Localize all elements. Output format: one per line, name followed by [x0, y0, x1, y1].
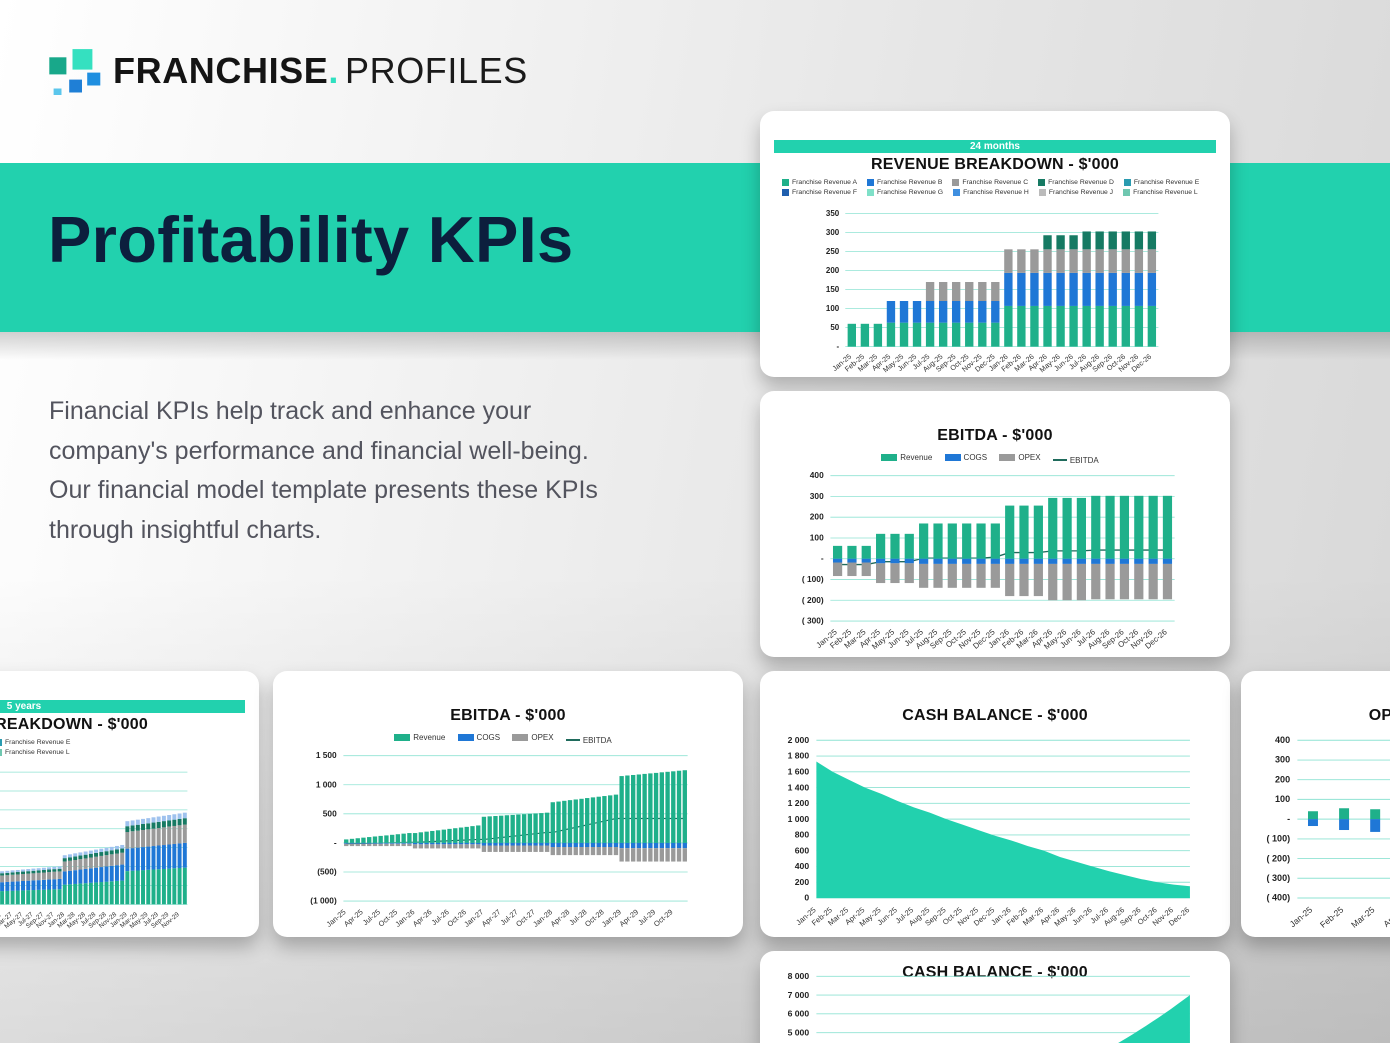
svg-text:300: 300 [810, 491, 824, 501]
svg-text:( 100): ( 100) [802, 574, 824, 584]
svg-text:200: 200 [795, 877, 810, 887]
svg-text:1 500: 1 500 [316, 750, 337, 760]
svg-text:1 000: 1 000 [316, 779, 337, 789]
svg-text:( 200): ( 200) [1266, 853, 1290, 863]
svg-text:-: - [837, 342, 840, 351]
svg-text:1 200: 1 200 [788, 798, 810, 808]
svg-text:100: 100 [1275, 794, 1290, 804]
svg-text:-: - [1287, 814, 1290, 824]
svg-text:-: - [334, 837, 337, 847]
svg-text:100: 100 [826, 304, 840, 313]
svg-text:Apr-29: Apr-29 [617, 907, 640, 928]
svg-text:Apr-26: Apr-26 [411, 907, 434, 928]
svg-text:Jan-28: Jan-28 [531, 907, 554, 928]
svg-text:200: 200 [1275, 774, 1290, 784]
svg-text:5 000: 5 000 [788, 1027, 810, 1037]
svg-text:(500): (500) [317, 867, 337, 877]
svg-text:350: 350 [826, 209, 840, 218]
svg-text:( 300): ( 300) [1266, 873, 1290, 883]
svg-text:400: 400 [1275, 735, 1290, 745]
svg-text:Apr-25: Apr-25 [342, 907, 365, 928]
svg-text:150: 150 [826, 285, 840, 294]
svg-text:( 100): ( 100) [1266, 834, 1290, 844]
svg-text:100: 100 [810, 533, 824, 543]
svg-text:200: 200 [826, 266, 840, 275]
svg-text:( 300): ( 300) [802, 616, 824, 626]
svg-text:Jan-27: Jan-27 [462, 907, 485, 928]
svg-text:-: - [821, 553, 824, 563]
svg-text:Apr-28: Apr-28 [549, 907, 572, 928]
svg-text:1 000: 1 000 [788, 814, 810, 824]
svg-text:Feb-25: Feb-25 [1318, 904, 1345, 929]
svg-text:1 600: 1 600 [788, 767, 810, 777]
svg-text:50: 50 [830, 323, 839, 332]
svg-text:( 400): ( 400) [1266, 893, 1290, 903]
svg-text:Jan-29: Jan-29 [600, 907, 623, 928]
svg-text:FRANCHISE.: FRANCHISE. [113, 50, 339, 91]
svg-text:Jan-25: Jan-25 [1288, 904, 1315, 929]
svg-text:(1 000): (1 000) [310, 896, 337, 906]
svg-text:Jan-25: Jan-25 [325, 907, 348, 928]
svg-text:800: 800 [795, 830, 810, 840]
svg-text:Oct-29: Oct-29 [652, 907, 675, 928]
svg-text:Apr-25: Apr-25 [1381, 904, 1390, 928]
svg-text:300: 300 [826, 228, 840, 237]
svg-text:200: 200 [810, 512, 824, 522]
svg-text:Jan-26: Jan-26 [393, 907, 416, 928]
svg-text:500: 500 [323, 808, 337, 818]
svg-text:400: 400 [810, 470, 824, 480]
svg-text:1 400: 1 400 [788, 782, 810, 792]
svg-text:600: 600 [795, 845, 810, 855]
svg-text:1 800: 1 800 [788, 751, 810, 761]
svg-text:PROFILES: PROFILES [345, 50, 528, 91]
svg-text:6 000: 6 000 [788, 1009, 810, 1019]
svg-text:300: 300 [1275, 755, 1290, 765]
svg-text:8 000: 8 000 [788, 971, 810, 981]
svg-text:Mar-25: Mar-25 [1349, 904, 1376, 929]
svg-text:0: 0 [804, 893, 809, 903]
svg-text:7 000: 7 000 [788, 990, 810, 1000]
svg-text:( 200): ( 200) [802, 595, 824, 605]
svg-text:Apr-27: Apr-27 [480, 907, 503, 928]
svg-text:250: 250 [826, 247, 840, 256]
svg-text:400: 400 [795, 861, 810, 871]
svg-text:2 000: 2 000 [788, 735, 810, 745]
